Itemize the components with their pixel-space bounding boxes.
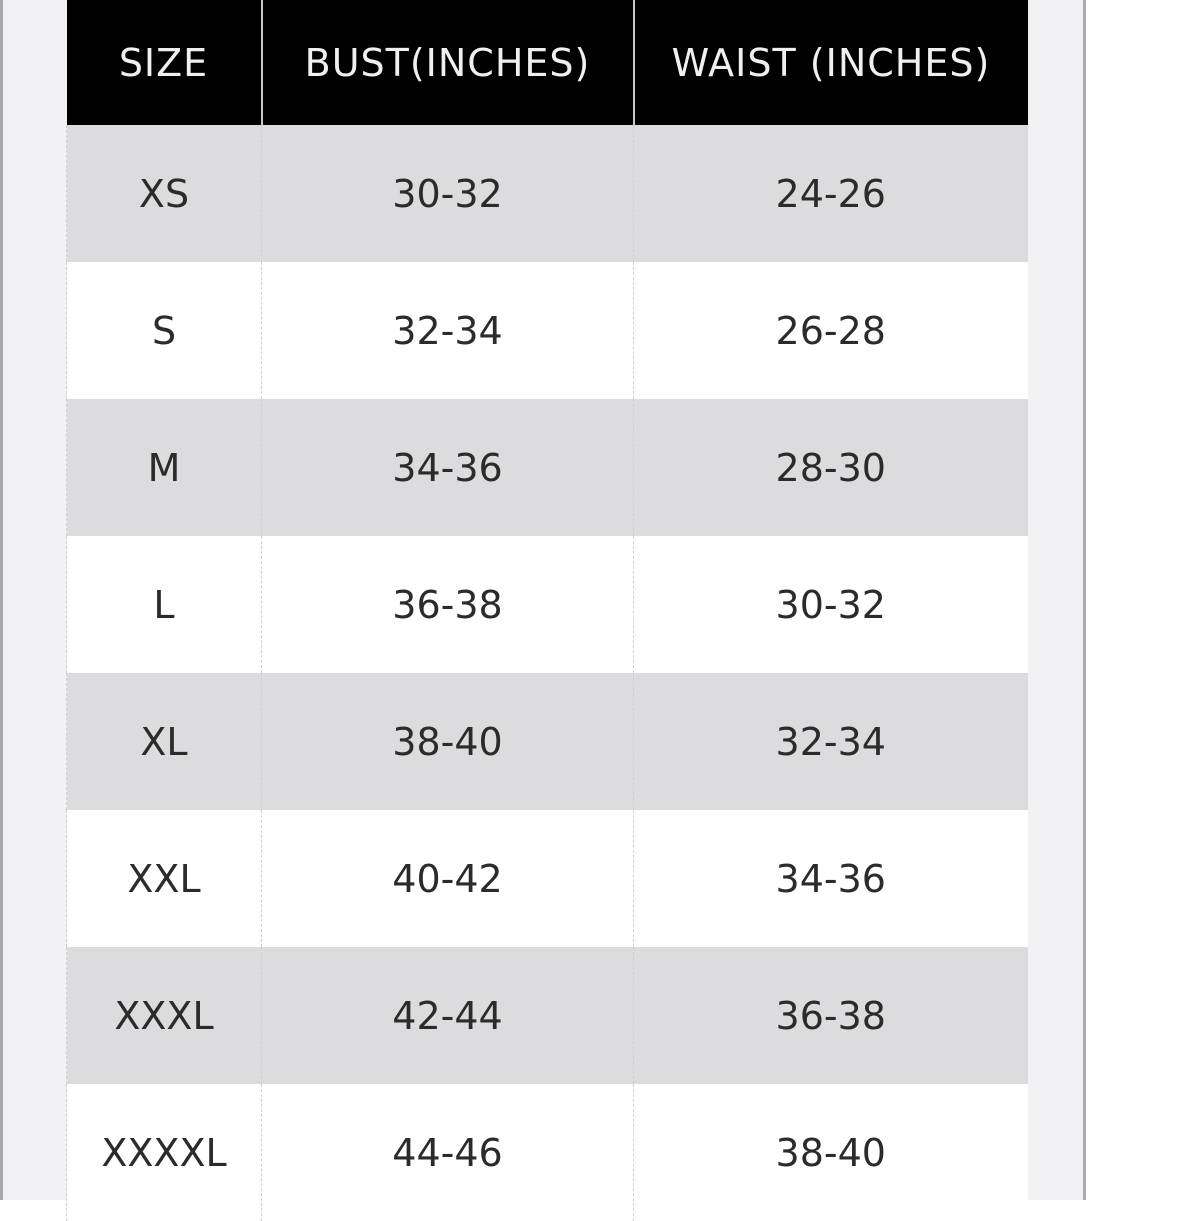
table-row: XL 38-40 32-34 — [66, 673, 1028, 810]
header-row: SIZE BUST(INCHES) WAIST (INCHES) — [66, 0, 1028, 125]
bust-cell: 32-34 — [261, 262, 634, 399]
table-row: S 32-34 26-28 — [66, 262, 1028, 399]
bust-cell: 40-42 — [261, 810, 634, 947]
size-cell: XXXXL — [66, 1084, 262, 1221]
bust-cell: 36-38 — [261, 536, 634, 673]
size-cell: XXXL — [66, 947, 262, 1084]
size-cell: XL — [66, 673, 262, 810]
table-row: XXL 40-42 34-36 — [66, 810, 1028, 947]
waist-cell: 28-30 — [633, 399, 1028, 536]
table-row: M 34-36 28-30 — [66, 399, 1028, 536]
table-row: XXXL 42-44 36-38 — [66, 947, 1028, 1084]
size-cell: M — [66, 399, 262, 536]
size-cell: XXL — [66, 810, 262, 947]
waist-cell: 34-36 — [633, 810, 1028, 947]
waist-cell: 38-40 — [633, 1084, 1028, 1221]
waist-cell: 24-26 — [633, 125, 1028, 262]
header-waist: WAIST (INCHES) — [632, 0, 1028, 125]
table-row: XXXXL 44-46 38-40 — [66, 1084, 1028, 1221]
size-cell: XS — [66, 125, 262, 262]
bust-cell: 34-36 — [261, 399, 634, 536]
bust-cell: 44-46 — [261, 1084, 634, 1221]
waist-cell: 36-38 — [633, 947, 1028, 1084]
header-bust: BUST(INCHES) — [260, 0, 634, 125]
bust-cell: 42-44 — [261, 947, 634, 1084]
size-cell: L — [66, 536, 262, 673]
header-size: SIZE — [66, 0, 262, 125]
size-chart-table: SIZE BUST(INCHES) WAIST (INCHES) XS 30-32… — [66, 0, 1028, 1221]
table-row: L 36-38 30-32 — [66, 536, 1028, 673]
table-row: XS 30-32 24-26 — [66, 125, 1028, 262]
waist-cell: 30-32 — [633, 536, 1028, 673]
bust-cell: 30-32 — [261, 125, 634, 262]
size-cell: S — [66, 262, 262, 399]
waist-cell: 32-34 — [633, 673, 1028, 810]
bust-cell: 38-40 — [261, 673, 634, 810]
waist-cell: 26-28 — [633, 262, 1028, 399]
